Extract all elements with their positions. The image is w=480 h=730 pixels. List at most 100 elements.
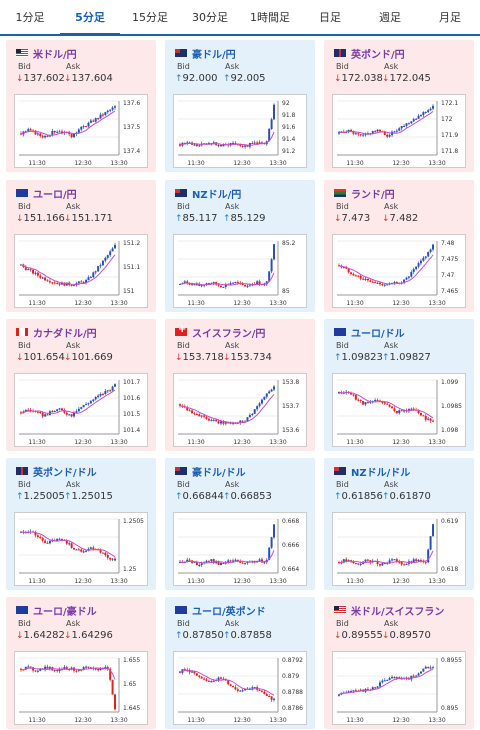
candle-body [80,669,83,671]
currency-pair-name[interactable]: ユーロ/ドル [351,328,405,340]
currency-pair-name[interactable]: 米ドル/スイスフラン [351,606,445,618]
currency-pair-name[interactable]: NZドル/ドル [351,467,411,479]
moving-average-line [179,131,275,147]
rate-card[interactable]: ランド/円 Bid ↓7.473 Ask ↓7.482 7.48 7.475 7.47 7.46… [324,180,474,312]
candle-body [111,107,114,110]
x-tick-label: 12:30 [74,300,91,307]
currency-pair-name[interactable]: ユーロ/円 [33,189,77,201]
candle-body [364,134,367,136]
tab-4[interactable]: 1時間足 [250,11,290,24]
rate-card[interactable]: ユーロ/豪ドル Bid ↓1.64282 Ask ↓1.64296 1.655 1.65 1.… [6,597,156,729]
currency-pair-name[interactable]: 英ポンド/円 [351,49,405,61]
price-chart[interactable]: 0.619 0.618 11:30 12:30 13:30 [332,512,466,586]
candle-body [24,409,27,412]
candle-body [99,114,102,119]
currency-pair-name[interactable]: ユーロ/豪ドル [33,606,97,618]
candle-body [63,282,66,286]
card-header: NZドル/円 [175,186,242,201]
currency-pair-name[interactable]: 米ドル/円 [33,49,77,61]
candle-body [400,678,403,680]
currency-pair-name[interactable]: 豪ドル/円 [192,49,236,61]
rate-card[interactable]: 豪ドル/円 Bid ↑92.000 Ask ↑92.005 92 91.8 91.6 91.4 9… [165,40,315,172]
candle-body [87,277,90,281]
candle-body [92,547,95,550]
currency-pair-name[interactable]: 英ポンド/ドル [33,467,97,479]
rate-card[interactable]: NZドル/ドル Bid ↑0.61856 Ask ↑0.61870 0.619 0.618 1… [324,458,474,590]
candle-body [82,404,85,408]
rate-card[interactable]: NZドル/円 Bid ↑85.117 Ask ↑85.129 85.2 85 11:30 12:… [165,180,315,312]
tab-3[interactable]: 30分足 [192,11,228,24]
rate-card[interactable]: 豪ドル/ドル Bid ↑0.66844 Ask ↑0.66853 0.668 0.666 0.… [165,458,315,590]
ask-label: Ask [225,480,240,489]
rate-card[interactable]: ユーロ/英ポンド Bid ↑0.87850 Ask ↑0.87858 0.8792 0.87… [165,597,315,729]
rate-card[interactable]: ユーロ/円 Bid ↓151.166 Ask ↓151.171 151.2 151.1 151… [6,180,156,312]
price-chart[interactable]: 1.099 1.0985 1.098 11:30 12:30 13:30 [332,373,466,447]
candle-body [73,134,76,138]
candle-body [393,408,396,411]
candle-body [22,669,25,671]
tab-7[interactable]: 月足 [439,11,461,24]
currency-pair-name[interactable]: ユーロ/英ポンド [192,606,266,618]
candle-body [227,560,230,562]
price-chart[interactable]: 0.668 0.666 0.664 11:30 12:30 13:30 [173,512,307,586]
price-chart[interactable]: 153.8 153.7 153.6 11:30 12:30 13:30 [173,373,307,447]
candle-body [386,134,389,137]
candle-body [219,563,222,565]
candle-body [258,689,261,691]
price-chart[interactable]: 0.8955 0.895 11:30 12:30 13:30 [332,651,466,725]
tab-2[interactable]: 15分足 [132,11,168,24]
price-chart[interactable]: 92 91.8 91.6 91.4 91.2 11:30 12:30 13:30 [173,94,307,168]
currency-pair-name[interactable]: 豪ドル/ドル [192,467,246,479]
y-tick-label: 0.619 [441,518,458,525]
candle-body [205,679,208,681]
rate-card[interactable]: 英ポンド/円 Bid ↓172.038 Ask ↓172.045 172.1 172 171.… [324,40,474,172]
rate-card[interactable]: 米ドル/スイスフラン Bid ↓0.89555 Ask ↓0.89570 0.8955 0.… [324,597,474,729]
currency-pair-name[interactable]: スイスフラン/円 [192,328,266,340]
price-chart[interactable]: 0.8792 0.879 0.8788 0.8786 11:30 12:30 13:30 [173,651,307,725]
candle-body [347,129,350,132]
price-chart[interactable]: 151.2 151.1 151 11:30 12:30 13:30 [14,234,148,308]
x-tick-label: 11:30 [346,717,363,724]
candle-body [224,284,227,287]
candle-body [352,690,355,692]
price-chart[interactable]: 172.1 172 171.9 171.8 11:30 12:30 13:30 [332,94,466,168]
tab-1[interactable]: 5分足 [60,0,120,36]
candle-body [248,285,251,287]
candle-body [217,561,220,565]
moving-average-line [179,550,275,564]
candle-body [391,677,394,679]
tab-5[interactable]: 日足 [319,11,341,24]
candle-body [58,408,61,410]
price-chart[interactable]: 101.7 101.6 101.5 101.4 11:30 12:30 13:30 [14,373,148,447]
rate-card[interactable]: ユーロ/ドル Bid ↑1.09823 Ask ↑1.09827 1.099 1.0985 1… [324,319,474,451]
y-tick-label: 92 [282,100,290,107]
rate-card[interactable]: 英ポンド/ドル Bid ↑1.25005 Ask ↑1.25015 1.2505 1.25 1… [6,458,156,590]
tab-0[interactable]: 1分足 [15,11,45,24]
price-chart[interactable]: 137.6 137.5 137.4 11:30 12:30 13:30 [14,94,148,168]
candle-body [417,410,420,414]
price-chart[interactable]: 7.48 7.475 7.47 7.465 11:30 12:30 13:30 [332,234,466,308]
candle-body [378,564,381,566]
candle-body [224,422,227,424]
bid-value: ↓153.718 [175,352,224,363]
rate-card[interactable]: カナダドル/円 Bid ↓101.654 Ask ↓101.669 101.7 101.6 1… [6,319,156,451]
x-tick-label: 11:30 [28,160,45,167]
candle-body [251,560,254,562]
price-chart[interactable]: 85.2 85 11:30 12:30 13:30 [173,234,307,308]
currency-pair-name[interactable]: カナダドル/円 [33,328,97,340]
candle-body [364,402,367,405]
candle-body [56,538,59,542]
price-chart[interactable]: 1.2505 1.25 11:30 12:30 13:30 [14,512,148,586]
currency-pair-name[interactable]: NZドル/円 [192,189,242,201]
y-tick-label: 172.1 [441,100,458,107]
candle-body [109,109,112,111]
candle-body [60,538,63,540]
rate-card[interactable]: 米ドル/円 Bid ↓137.602 Ask ↓137.604 137.6 137.5 137… [6,40,156,172]
currency-pair-name[interactable]: ランド/円 [351,189,395,201]
tab-6[interactable]: 週足 [379,11,401,24]
candle-body [400,561,403,565]
price-chart[interactable]: 1.655 1.65 1.645 11:30 12:30 13:30 [14,651,148,725]
candle-body [73,547,76,550]
ask-value: ↓101.669 [64,352,113,363]
